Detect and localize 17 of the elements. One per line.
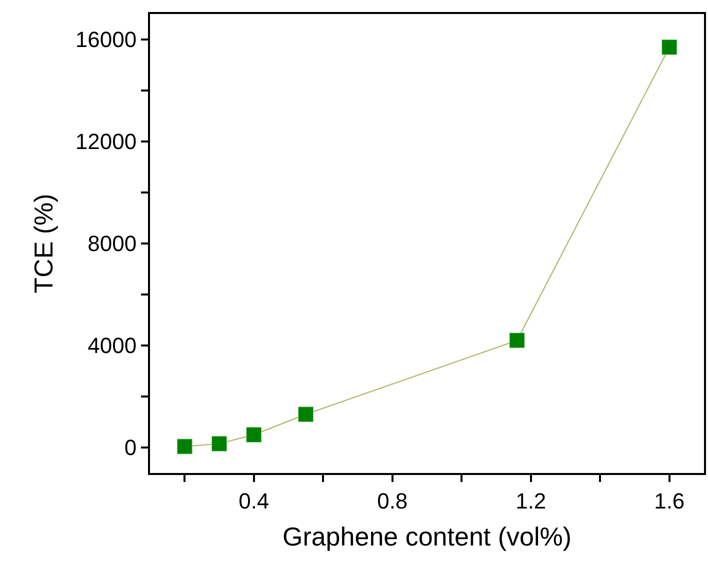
- point: [298, 406, 314, 422]
- point: [176, 438, 192, 454]
- y-tick-label: 16000: [75, 27, 137, 52]
- y-tick-label: 4000: [88, 333, 137, 358]
- point: [509, 332, 525, 348]
- x-tick-label: 0.8: [377, 488, 408, 514]
- y-tick-label: 8000: [88, 231, 137, 256]
- point: [662, 39, 678, 55]
- x-tick-label: 0.4: [238, 488, 270, 514]
- point: [246, 427, 262, 442]
- y-tick-label: 0: [124, 435, 137, 460]
- x-tick-label: 1.2: [516, 488, 546, 514]
- y-tick-label: 12000: [75, 129, 137, 154]
- x-tick-label: 1.6: [654, 488, 685, 514]
- y-axis-title: TCE (%): [28, 194, 58, 294]
- x-axis-title: Graphene content (vol%): [282, 522, 572, 552]
- point: [212, 436, 227, 452]
